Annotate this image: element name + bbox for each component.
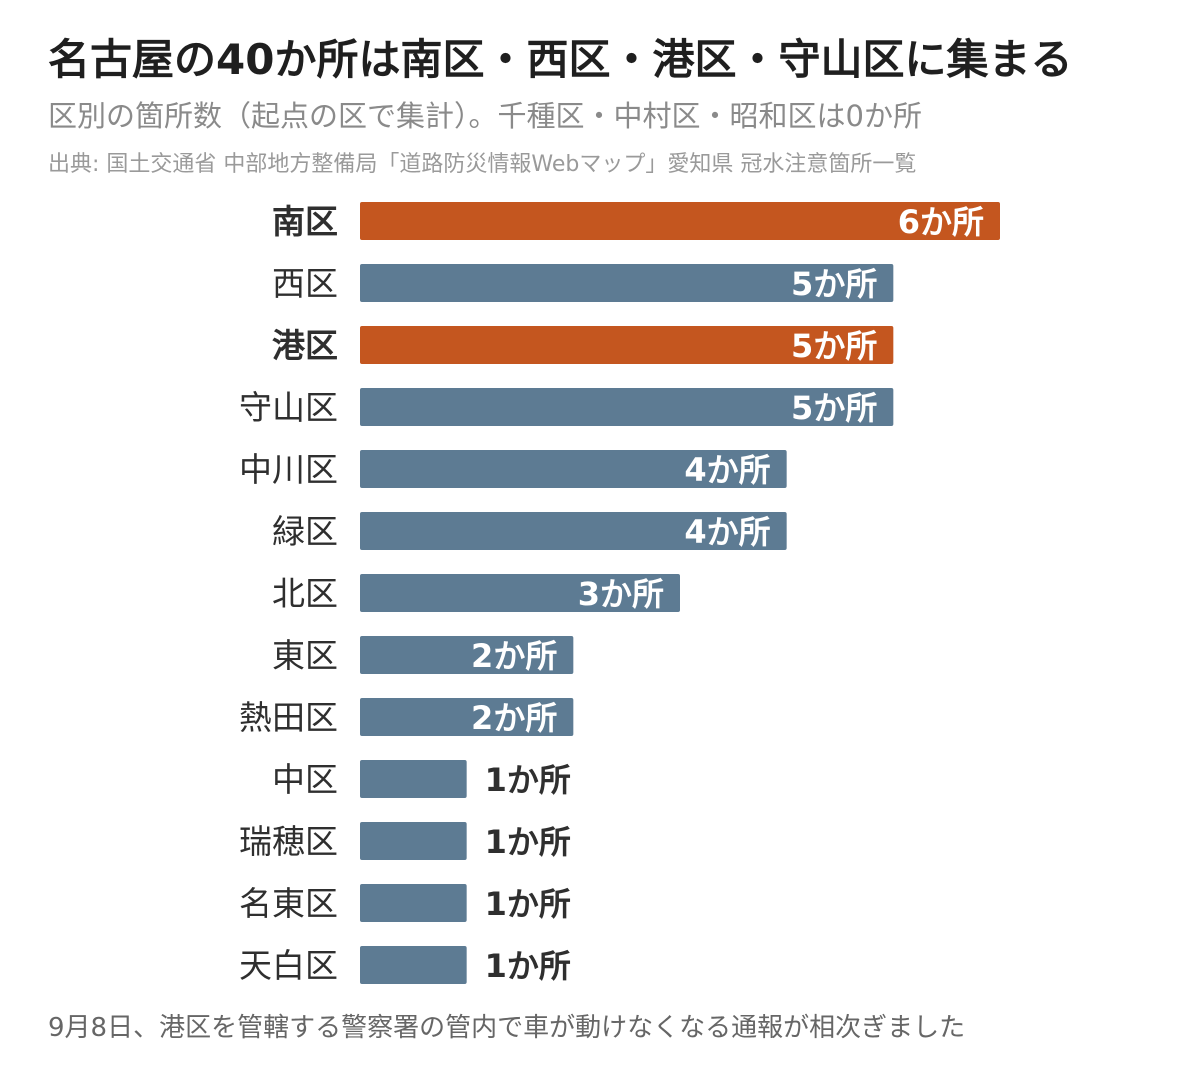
category-label: 熱田区 (239, 698, 338, 737)
category-label: 緑区 (272, 512, 338, 551)
bar (360, 388, 894, 426)
value-label: 2か所 (471, 699, 557, 737)
value-label: 1か所 (485, 885, 571, 923)
bar (360, 884, 467, 922)
bar (360, 698, 574, 736)
bar (360, 946, 467, 984)
category-label: 中区 (272, 760, 338, 799)
value-label: 4か所 (684, 513, 770, 551)
category-label: 天白区 (239, 946, 338, 985)
value-label: 5か所 (791, 265, 877, 303)
value-label: 1か所 (485, 947, 571, 985)
category-label: 西区 (272, 264, 338, 303)
category-label: 名東区 (239, 884, 338, 923)
value-label: 3か所 (578, 575, 664, 613)
value-label: 5か所 (791, 327, 877, 365)
chart-subtitle: 区別の箇所数（起点の区で集計）。千種区・中村区・昭和区は0か所 (48, 99, 922, 133)
value-label: 1か所 (485, 823, 571, 861)
bar (360, 512, 787, 550)
value-label: 1か所 (485, 761, 571, 799)
footer-note: 9月8日、港区を管轄する警察署の管内で車が動けなくなる通報が相次ぎました (48, 1013, 966, 1043)
category-label: 瑞穂区 (239, 822, 338, 861)
category-label: 東区 (272, 636, 338, 675)
bar (360, 636, 574, 674)
bar (360, 202, 1000, 240)
value-label: 4か所 (684, 451, 770, 489)
bar (360, 450, 787, 488)
bar (360, 822, 467, 860)
category-label: 中川区 (239, 450, 338, 489)
bar (360, 264, 894, 302)
category-label: 港区 (272, 326, 338, 365)
value-label: 2か所 (471, 637, 557, 675)
bar (360, 760, 467, 798)
source-note: 出典: 国土交通省 中部地方整備局「道路防災情報Webマップ」愛知県 冠水注意箇… (48, 152, 917, 177)
value-label: 5か所 (791, 389, 877, 427)
page-title: 名古屋の40か所は南区・西区・港区・守山区に集まる (48, 35, 1073, 84)
value-label: 6か所 (898, 203, 984, 241)
category-label: 守山区 (239, 388, 338, 427)
category-label: 北区 (272, 574, 338, 613)
bar (360, 574, 680, 612)
category-label: 南区 (272, 202, 338, 241)
bar (360, 326, 894, 364)
